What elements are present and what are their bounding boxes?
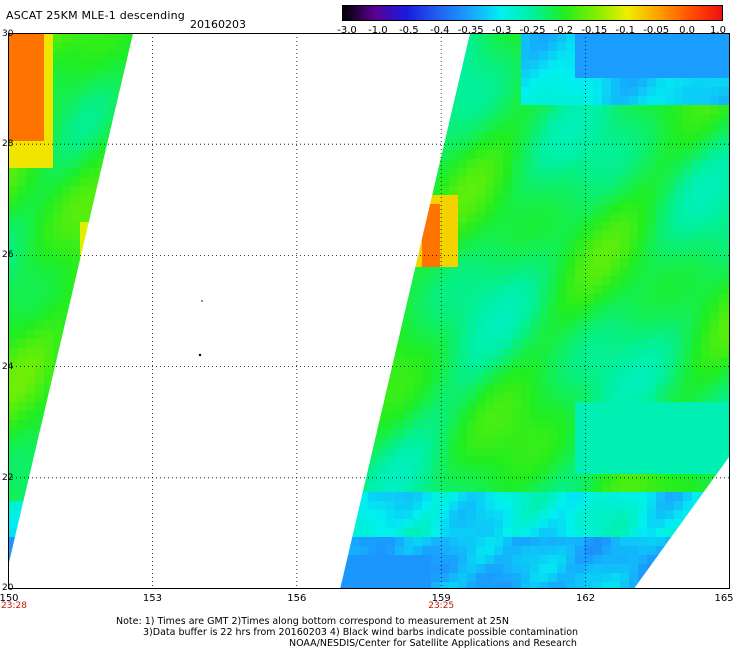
color-scale-tick: -0.2 — [553, 25, 574, 36]
longitude-label: 159 — [431, 593, 451, 604]
contamination-mark — [201, 300, 203, 302]
longitude-label: 153 — [142, 593, 162, 604]
color-scale-bar — [342, 5, 723, 21]
map-frame — [8, 33, 730, 589]
color-scale-tick: -1.0 — [368, 25, 388, 36]
product-title: ASCAT 25KM MLE-1 descending — [6, 9, 185, 22]
west-swath — [8, 33, 134, 567]
footer-note-1: Note: 1) Times are GMT 2)Times along bot… — [116, 616, 509, 627]
color-scale-tick: -0.25 — [519, 25, 546, 36]
color-scale-tick: -0.5 — [399, 25, 419, 36]
color-scale-tick: 0.0 — [679, 25, 696, 36]
color-scale-tick: -0.4 — [429, 25, 450, 36]
footer-note-2: 3)Data buffer is 22 hrs from 20160203 4)… — [143, 627, 579, 638]
product-date: 20160203 — [190, 18, 246, 31]
latitude-label: 20 — [2, 583, 14, 593]
contamination-mark — [198, 353, 202, 357]
wind-map[interactable] — [8, 33, 730, 589]
longitude-label: 162 — [576, 593, 596, 604]
swath-time-label: 23:25 — [428, 601, 455, 611]
longitude-label: 156 — [287, 593, 307, 604]
longitude-label: 165 — [714, 593, 734, 604]
color-scale-tick: -0.05 — [643, 25, 670, 36]
footer-credit: NOAA/NESDIS/Center for Satellite Applica… — [289, 638, 577, 649]
latitude-label: 26 — [2, 250, 14, 261]
latitude-label: 24 — [2, 361, 14, 372]
color-scale-tick: -3.0 — [337, 25, 357, 36]
color-scale-tick: -0.35 — [457, 25, 484, 36]
swath-time-label: 23:28 — [1, 601, 27, 611]
latitude-label: 30 — [2, 29, 14, 39]
east-swath — [340, 33, 730, 589]
lat-lon-grid — [8, 33, 730, 589]
color-scale-tick: -0.3 — [491, 25, 512, 36]
color-scale-tick: 1.0 — [710, 25, 726, 36]
color-scale-tick: -0.15 — [581, 25, 608, 36]
latitude-label: 22 — [2, 472, 14, 483]
latitude-label: 28 — [2, 139, 14, 150]
longitude-label: 150 — [0, 593, 19, 604]
color-scale-tick: -0.1 — [615, 25, 636, 36]
